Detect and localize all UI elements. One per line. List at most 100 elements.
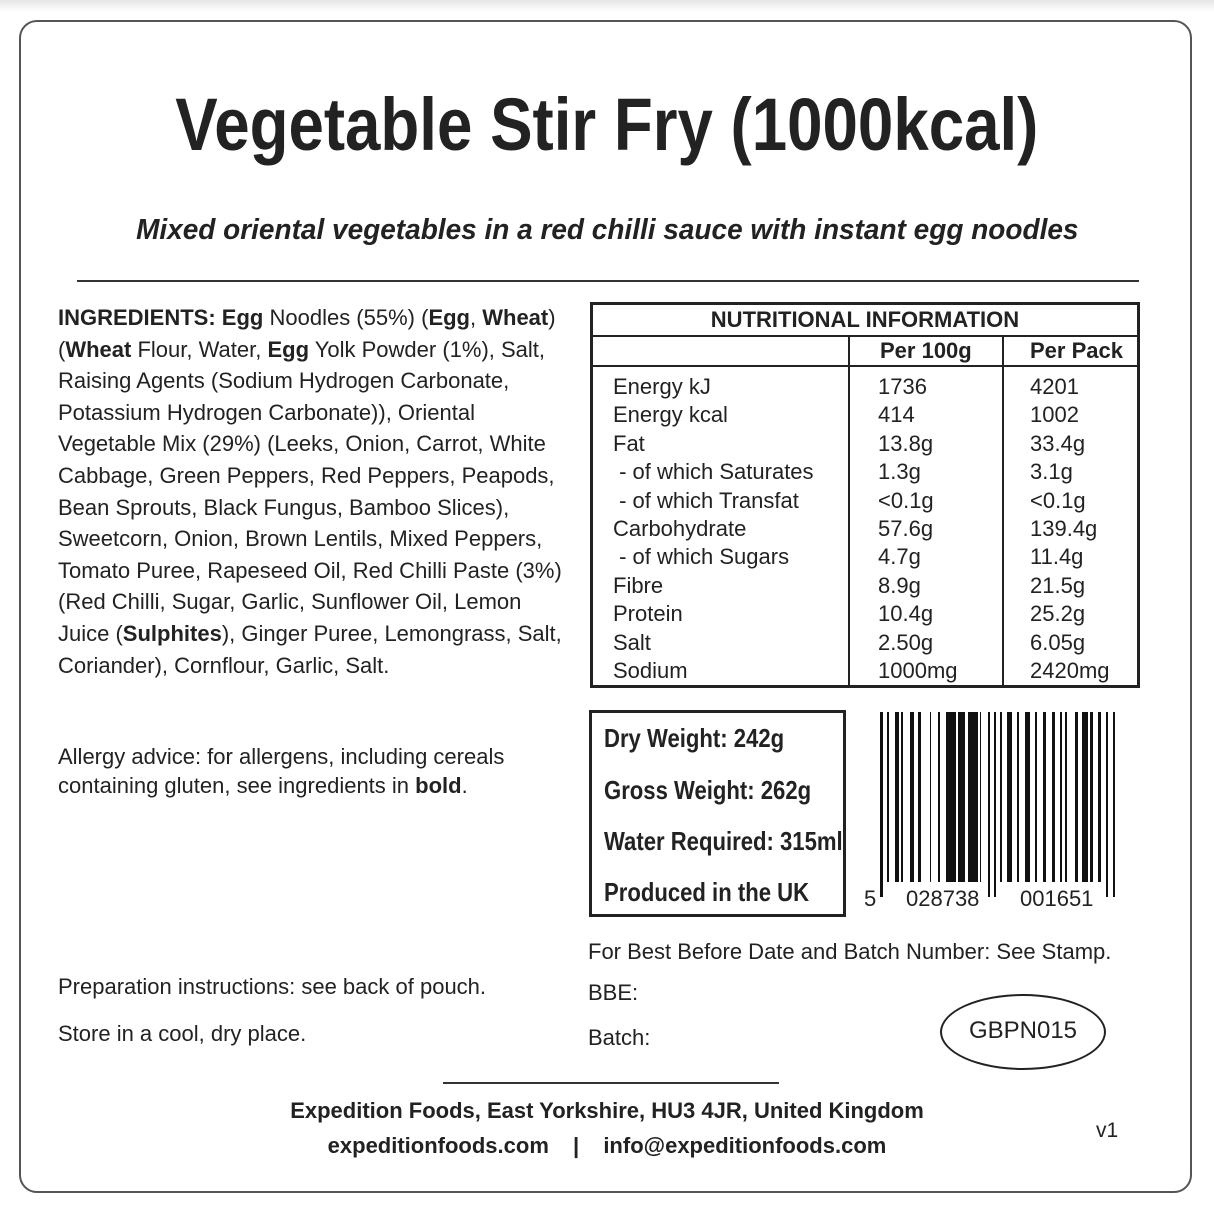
nutrition-row: Energy kcal 414 1002 — [592, 401, 1139, 430]
batch-stamp: GBPN015 — [940, 994, 1106, 1070]
barcode-bar — [901, 712, 903, 882]
barcode-bar — [1043, 712, 1046, 882]
barcode-bar — [1052, 712, 1055, 882]
gross-weight: Gross Weight: 262g — [604, 775, 812, 805]
barcode-bar — [1007, 712, 1012, 882]
per-pack-value: 2420mg — [1002, 656, 1139, 687]
nutrient-name: - of which Saturates — [613, 459, 814, 485]
website-link[interactable]: expeditionfoods.com — [327, 1133, 549, 1158]
divider — [77, 280, 1139, 282]
ingredient-text: , — [470, 305, 483, 330]
barcode-bar — [1025, 712, 1030, 882]
dry-weight: Dry Weight: 242g — [604, 723, 785, 753]
weight-info-box: Dry Weight: 242g Gross Weight: 262g Wate… — [589, 710, 846, 917]
nutrition-row: Protein 10.4g 25.2g — [592, 600, 1139, 629]
ingredient-allergen: Sulphites — [122, 620, 222, 646]
per-100g-value: 1.3g — [848, 458, 1003, 487]
nutrient-name: - of which Sugars — [613, 544, 790, 570]
ingredient-allergen: Egg — [267, 336, 310, 362]
barcode-bar — [1082, 712, 1088, 882]
nutrition-row: Fat 13.8g 33.4g — [592, 429, 1139, 459]
ingredient-allergen: INGREDIENTS: — [58, 305, 222, 330]
per-pack-value: 1002 — [1002, 401, 1139, 430]
nutrition-row: - of which Transfat <0.1g <0.1g — [592, 486, 1139, 515]
barcode-first-digit: 5 — [864, 886, 877, 911]
best-before-note: For Best Before Date and Batch Number: S… — [588, 939, 1112, 964]
per-pack-value: 11.4g — [1002, 543, 1139, 572]
ingredient-text: ), Ginger Puree, Lemongrass, Salt, Coria… — [58, 620, 568, 678]
storage-instructions: Store in a cool, dry place. — [58, 1021, 307, 1046]
barcode-bar — [887, 712, 889, 882]
per-100g-value: 2.50g — [848, 628, 1003, 657]
per-pack-value: 25.2g — [1002, 600, 1139, 629]
product-subtitle: Mixed oriental vegetables in a red chill… — [0, 214, 1214, 247]
nutrient-column-header — [591, 336, 849, 367]
bbe-label: BBE: — [588, 980, 639, 1005]
per-100g-value: 1000mg — [848, 656, 1003, 687]
nutrient-name: Fat — [613, 430, 645, 456]
nutrition-row: Salt 2.50g 6.05g — [592, 628, 1139, 657]
per-pack-header: Per Pack — [1002, 336, 1139, 367]
barcode-bar — [994, 712, 996, 897]
per-pack-value: <0.1g — [1002, 486, 1139, 515]
barcode-bar — [968, 712, 978, 882]
barcode-bar — [938, 712, 940, 882]
nutrition-row: Energy kJ 1736 4201 — [592, 366, 1139, 402]
ingredient-text: Yolk Powder (1%), Salt, Raising Agents (… — [58, 336, 568, 646]
barcode-image — [880, 712, 1115, 897]
nutrition-row: Fibre 8.9g 21.5g — [592, 571, 1139, 601]
product-title: Vegetable Stir Fry (1000kcal) — [0, 82, 1214, 167]
ingredient-text: Flour, Water, — [131, 336, 268, 362]
per-100g-value: 10.4g — [848, 600, 1003, 629]
version-label: v1 — [1096, 1119, 1119, 1142]
per-pack-value: 3.1g — [1002, 458, 1139, 487]
per-100g-value: 1736 — [848, 366, 1003, 402]
per-100g-value: 57.6g — [848, 514, 1003, 544]
preparation-instructions: Preparation instructions: see back of po… — [58, 974, 487, 999]
barcode-bar — [930, 712, 931, 882]
per-100g-value: 414 — [848, 401, 1003, 430]
allergy-text: containing gluten, see ingredients in — [58, 773, 416, 798]
window-top-shadow — [0, 0, 1214, 12]
nutrition-row: - of which Saturates 1.3g 3.1g — [592, 458, 1139, 487]
nutrient-name: - of which Transfat — [613, 487, 799, 513]
nutrition-row: Sodium 1000mg 2420mg — [592, 656, 1139, 687]
ingredient-allergen: Egg — [428, 305, 470, 330]
barcode-left-digits: 028738 — [906, 886, 980, 911]
barcode-bar — [1090, 712, 1093, 882]
product-subtitle-text: Mixed oriental vegetables in a red chill… — [135, 214, 1079, 246]
nutrition-table: NUTRITIONAL INFORMATION Per 100g Per Pac… — [590, 302, 1140, 689]
water-required: Water Required: 315ml — [604, 826, 843, 856]
allergy-bold-word: bold — [415, 773, 462, 798]
nutrition-heading: NUTRITIONAL INFORMATION — [591, 303, 1139, 337]
ingredients-text: INGREDIENTS: Egg Noodles (55%) (Egg, Whe… — [58, 302, 568, 681]
contact-line: expeditionfoods.com | info@expeditionfoo… — [0, 1133, 1214, 1159]
barcode-bar — [1106, 712, 1108, 897]
barcode-bar — [895, 712, 899, 882]
nutrient-name: Protein — [613, 601, 683, 627]
ingredient-allergen: Wheat — [65, 336, 132, 362]
email-link[interactable]: info@expeditionfoods.com — [603, 1133, 887, 1158]
allergy-period: . — [461, 773, 468, 798]
per-pack-value: 33.4g — [1002, 429, 1139, 459]
nutrient-name: Carbohydrate — [613, 515, 747, 541]
per-pack-value: 6.05g — [1002, 628, 1139, 657]
nutrition-row: - of which Sugars 4.7g 11.4g — [592, 543, 1139, 572]
ingredient-allergen: Egg — [221, 305, 264, 330]
barcode-bar — [910, 712, 914, 882]
barcode-bar — [988, 712, 990, 897]
per-100g-value: 8.9g — [848, 571, 1003, 601]
origin: Produced in the UK — [604, 877, 810, 907]
barcode-bar — [1060, 712, 1062, 882]
per-pack-value: 139.4g — [1002, 514, 1139, 544]
nutrient-name: Salt — [613, 629, 651, 655]
ingredient-allergen: Wheat — [482, 305, 549, 330]
batch-label: Batch: — [588, 1025, 651, 1050]
company-address: Expedition Foods, East Yorkshire, HU3 4J… — [290, 1098, 924, 1123]
product-title-text: Vegetable Stir Fry (1000kcal) — [175, 83, 1039, 166]
barcode-bar — [880, 712, 883, 897]
label-card — [19, 20, 1192, 1193]
allergy-advice-line1: Allergy advice: for allergens, including… — [58, 744, 505, 769]
per-100g-value: 4.7g — [848, 543, 1003, 572]
barcode-bar — [1075, 712, 1078, 882]
